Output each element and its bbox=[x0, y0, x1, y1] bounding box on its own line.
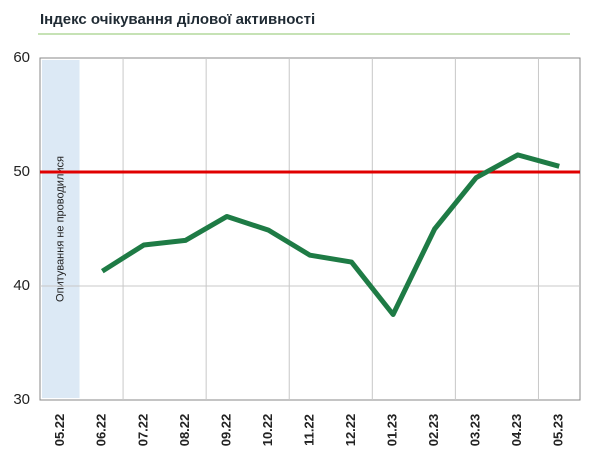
x-tick-label: 05.23 bbox=[551, 414, 566, 447]
y-tick-label: 40 bbox=[13, 277, 30, 294]
x-tick-label: 01.23 bbox=[385, 414, 400, 447]
x-tick-label: 05.22 bbox=[52, 414, 67, 447]
y-tick-label: 30 bbox=[13, 391, 30, 408]
y-tick-label: 50 bbox=[13, 163, 30, 180]
x-tick-label: 12.22 bbox=[343, 414, 358, 447]
line-series bbox=[100, 152, 560, 317]
x-tick-label: 04.23 bbox=[509, 414, 524, 447]
x-tick-label: 08.22 bbox=[177, 414, 192, 447]
x-tick-label: 11.22 bbox=[301, 414, 316, 446]
chart-title: Індекс очікування ділової активності bbox=[40, 11, 315, 28]
x-tick-label: 06.22 bbox=[94, 414, 109, 447]
no-data-region bbox=[42, 60, 80, 398]
x-tick-label: 02.23 bbox=[426, 414, 441, 447]
y-tick-label: 60 bbox=[13, 49, 30, 66]
x-tick-label: 07.22 bbox=[135, 414, 150, 447]
plot-frame bbox=[39, 57, 581, 401]
annotation: Опитування не проводилися bbox=[55, 156, 67, 302]
x-tick-label: 10.22 bbox=[260, 414, 275, 447]
x-tick-label: 09.22 bbox=[218, 414, 233, 447]
x-tick-label: 03.23 bbox=[468, 414, 483, 447]
